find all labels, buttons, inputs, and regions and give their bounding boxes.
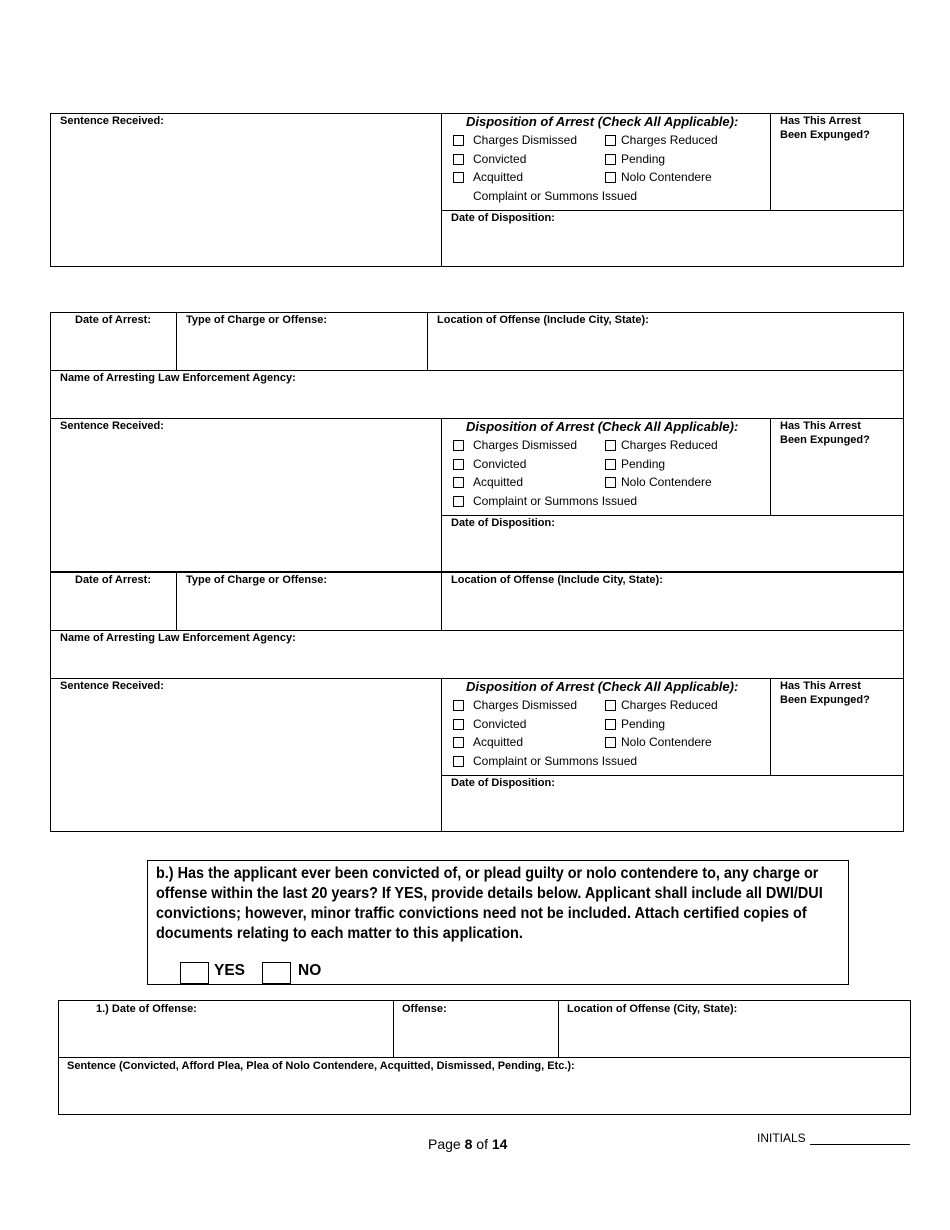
- date-of-disposition-field[interactable]: [441, 515, 904, 572]
- convicted-checkbox[interactable]: [453, 718, 464, 730]
- complaint-summons-checkbox[interactable]: [453, 755, 464, 767]
- acquitted-checkbox[interactable]: [453, 477, 464, 488]
- expunged-label: Has This Arrest Been Expunged?: [780, 115, 870, 141]
- nolo-contendere-checkbox[interactable]: [605, 737, 616, 748]
- sentence-details-label: Sentence (Convicted, Afford Plea, Plea o…: [67, 1060, 575, 1072]
- sentence-received-label: Sentence Received:: [60, 115, 164, 127]
- location-of-offense-label: Location of Offense (Include City, State…: [451, 574, 663, 586]
- disposition-title: Disposition of Arrest (Check All Applica…: [466, 114, 739, 129]
- charges-dismissed-checkbox[interactable]: [453, 440, 464, 451]
- sentence-received-field[interactable]: [50, 418, 442, 572]
- initials-label: INITIALS: [757, 1131, 806, 1145]
- page-total: 14: [491, 1136, 508, 1152]
- pending-label: Pending: [621, 151, 666, 166]
- nolo-contendere-label: Nolo Contendere: [621, 735, 712, 749]
- offense-location-label: Location of Offense (City, State):: [567, 1003, 738, 1015]
- offense-label: Offense:: [402, 1003, 447, 1015]
- acquitted-label: Acquitted: [473, 170, 524, 184]
- nolo-contendere-checkbox[interactable]: [605, 172, 616, 183]
- date-of-disposition-label: Date of Disposition:: [451, 777, 555, 789]
- pending-checkbox[interactable]: [605, 458, 616, 470]
- pending-label: Pending: [621, 456, 666, 471]
- charges-reduced-checkbox[interactable]: [605, 440, 616, 451]
- date-of-disposition-field[interactable]: [441, 775, 904, 832]
- offense-location-field[interactable]: Location of Offense (City, State):: [558, 1000, 911, 1058]
- pending-checkbox[interactable]: [605, 718, 616, 730]
- convicted-checkbox[interactable]: [453, 153, 464, 165]
- page-prefix: Page: [428, 1136, 465, 1152]
- expunged-label: Has This Arrest Been Expunged?: [780, 420, 870, 446]
- question-b-text: b.) Has the applicant ever been convicte…: [156, 865, 823, 942]
- offense-field[interactable]: Offense:: [393, 1000, 559, 1058]
- arresting-agency-label: Name of Arresting Law Enforcement Agency…: [60, 632, 296, 644]
- initials-line[interactable]: [810, 1144, 910, 1145]
- sentence-details-field[interactable]: Sentence (Convicted, Afford Plea, Plea o…: [58, 1057, 911, 1115]
- charges-reduced-label: Charges Reduced: [621, 438, 718, 452]
- date-of-arrest-label: Date of Arrest:: [75, 574, 151, 586]
- acquitted-label: Acquitted: [473, 735, 524, 749]
- sentence-received-field[interactable]: [50, 113, 442, 267]
- convicted-label: Convicted: [473, 151, 527, 166]
- date-of-offense-field[interactable]: 1.) Date of Offense:: [58, 1000, 394, 1058]
- yes-checkbox[interactable]: [180, 962, 209, 985]
- charges-dismissed-checkbox[interactable]: [453, 135, 464, 146]
- yes-label: YES: [214, 962, 246, 979]
- charges-dismissed-label: Charges Dismissed: [473, 698, 578, 712]
- charges-reduced-checkbox[interactable]: [605, 135, 616, 146]
- no-checkbox[interactable]: [262, 962, 291, 985]
- acquitted-checkbox[interactable]: [453, 172, 464, 183]
- charges-reduced-checkbox[interactable]: [605, 700, 616, 711]
- date-of-disposition-field[interactable]: [441, 210, 904, 267]
- location-of-offense-label: Location of Offense (Include City, State…: [437, 314, 649, 326]
- complaint-summons-label: Complaint or Summons Issued: [473, 753, 638, 768]
- nolo-contendere-label: Nolo Contendere: [621, 170, 712, 184]
- disposition-title: Disposition of Arrest (Check All Applica…: [466, 679, 739, 694]
- charges-dismissed-checkbox[interactable]: [453, 700, 464, 711]
- acquitted-checkbox[interactable]: [453, 737, 464, 748]
- date-of-arrest-label: Date of Arrest:: [75, 314, 151, 326]
- pending-label: Pending: [621, 716, 666, 731]
- sentence-received-label: Sentence Received:: [60, 680, 164, 692]
- disposition-title: Disposition of Arrest (Check All Applica…: [466, 419, 739, 434]
- convicted-label: Convicted: [473, 716, 527, 731]
- complaint-summons-label: Complaint or Summons Issued: [473, 188, 638, 203]
- convicted-checkbox[interactable]: [453, 458, 464, 470]
- pending-checkbox[interactable]: [605, 153, 616, 165]
- complaint-summons-label: Complaint or Summons Issued: [473, 493, 638, 508]
- expunged-label: Has This Arrest Been Expunged?: [780, 680, 870, 706]
- charges-dismissed-label: Charges Dismissed: [473, 133, 578, 147]
- page-of: of: [472, 1136, 492, 1152]
- nolo-contendere-label: Nolo Contendere: [621, 475, 712, 489]
- complaint-summons-checkbox[interactable]: [453, 495, 464, 507]
- page-number: Page 8 of 14: [428, 1136, 507, 1152]
- arresting-agency-label: Name of Arresting Law Enforcement Agency…: [60, 372, 296, 384]
- question-b-box: b.) Has the applicant ever been convicte…: [147, 860, 849, 985]
- date-of-offense-label: 1.) Date of Offense:: [96, 1003, 197, 1015]
- charges-reduced-label: Charges Reduced: [621, 698, 718, 712]
- no-label: NO: [298, 962, 322, 979]
- type-of-charge-label: Type of Charge or Offense:: [186, 574, 327, 586]
- charges-reduced-label: Charges Reduced: [621, 133, 718, 147]
- nolo-contendere-checkbox[interactable]: [605, 477, 616, 488]
- date-of-disposition-label: Date of Disposition:: [451, 517, 555, 529]
- page-current: 8: [464, 1136, 473, 1152]
- sentence-received-field[interactable]: [50, 678, 442, 832]
- type-of-charge-label: Type of Charge or Offense:: [186, 314, 327, 326]
- sentence-received-label: Sentence Received:: [60, 420, 164, 432]
- charges-dismissed-label: Charges Dismissed: [473, 438, 578, 452]
- convicted-label: Convicted: [473, 456, 527, 471]
- date-of-disposition-label: Date of Disposition:: [451, 212, 555, 224]
- acquitted-label: Acquitted: [473, 475, 524, 489]
